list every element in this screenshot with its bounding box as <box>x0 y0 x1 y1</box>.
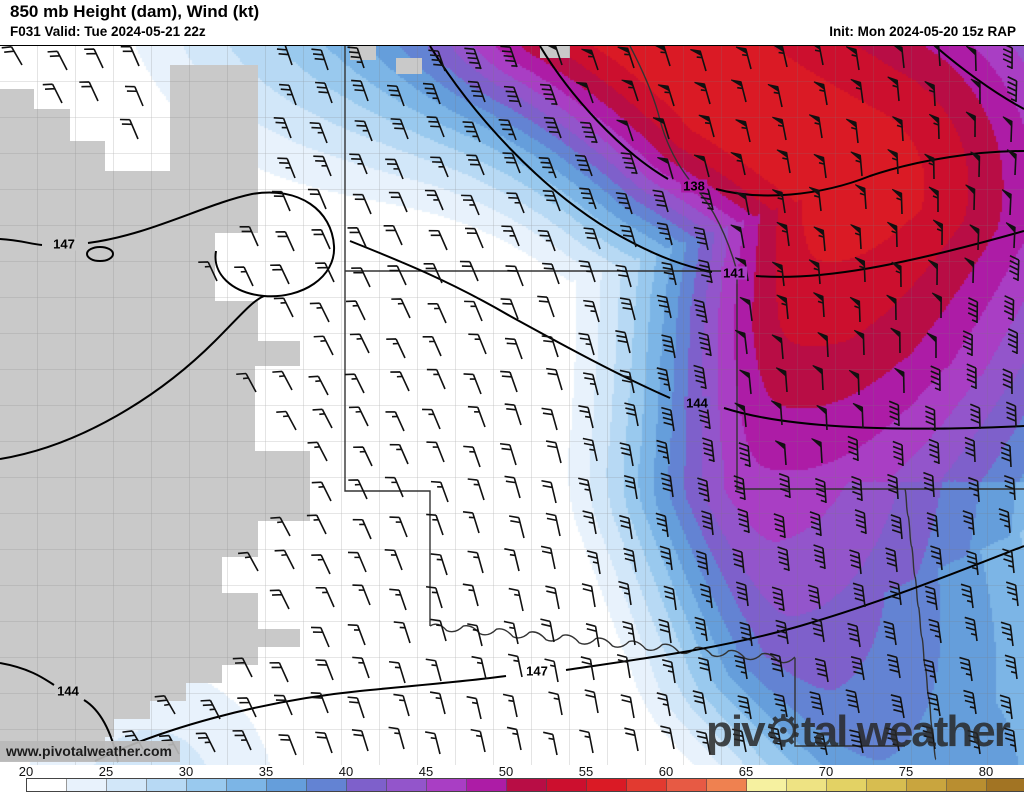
colorbar-segment <box>947 779 987 791</box>
colorbar-segment <box>427 779 467 791</box>
colorbar-tick-label: 60 <box>659 765 673 778</box>
colorbar-segment <box>107 779 147 791</box>
contour-label: 147 <box>51 238 77 251</box>
colorbar-segment <box>667 779 707 791</box>
colorbar-tick-label: 65 <box>739 765 753 778</box>
wind-speed-colorbar: 20 25 30 35 40 45 50 55 60 65 70 75 80 <box>0 765 1024 791</box>
colorbar-segment <box>187 779 227 791</box>
contour-label: 144 <box>684 397 710 410</box>
colorbar-segment <box>827 779 867 791</box>
colorbar-tick-label: 80 <box>979 765 993 778</box>
colorbar-segment <box>347 779 387 791</box>
colorbar-tick-label: 20 <box>19 765 33 778</box>
colorbar-tick-label: 50 <box>499 765 513 778</box>
logo-text: tal <box>801 707 846 756</box>
logo-text: piv <box>706 707 764 756</box>
model-init-time: Init: Mon 2024-05-20 15z RAP <box>829 24 1016 39</box>
colorbar-segment <box>787 779 827 791</box>
colorbar-segment <box>147 779 187 791</box>
colorbar-tick-label: 30 <box>179 765 193 778</box>
colorbar-segment <box>307 779 347 791</box>
colorbar-segment <box>467 779 507 791</box>
colorbar-segment <box>67 779 107 791</box>
contour-label: 144 <box>55 685 81 698</box>
map-title: 850 mb Height (dam), Wind (kt) <box>10 2 259 22</box>
colorbar-segment <box>747 779 787 791</box>
contour-label: 147 <box>524 665 550 678</box>
colorbar-tick-label: 70 <box>819 765 833 778</box>
colorbar-segment <box>867 779 907 791</box>
colorbar-tick-label: 25 <box>99 765 113 778</box>
colorbar-segment <box>707 779 747 791</box>
colorbar-segment <box>987 779 1024 791</box>
colorbar-segment <box>547 779 587 791</box>
colorbar-segment <box>267 779 307 791</box>
weather-map: 147 138 141 144 147 144 www.pivotalweather.co… <box>0 45 1024 765</box>
map-overlay-svg <box>0 46 1024 766</box>
colorbar-tick-label: 45 <box>419 765 433 778</box>
colorbar-gradient <box>26 778 1024 792</box>
gear-icon: ⚙ <box>764 707 801 756</box>
colorbar-segment <box>227 779 267 791</box>
contour-label: 141 <box>721 267 747 280</box>
pivotal-weather-logo: piv⚙tal weather <box>706 708 1024 756</box>
colorbar-segment <box>387 779 427 791</box>
colorbar-segment <box>507 779 547 791</box>
colorbar-tick-label: 75 <box>899 765 913 778</box>
contour-label: 138 <box>681 180 707 193</box>
colorbar-segment <box>627 779 667 791</box>
colorbar-tick-labels: 20 25 30 35 40 45 50 55 60 65 70 75 80 <box>0 765 1024 778</box>
colorbar-tick-label: 55 <box>579 765 593 778</box>
forecast-valid-time: F031 Valid: Tue 2024-05-21 22z <box>10 24 206 39</box>
colorbar-tick-label: 35 <box>259 765 273 778</box>
watermark: www.pivotalweather.com <box>0 741 180 762</box>
colorbar-segment <box>27 779 67 791</box>
colorbar-tick-label: 40 <box>339 765 353 778</box>
colorbar-segment <box>907 779 947 791</box>
colorbar-segment <box>587 779 627 791</box>
header-bar: 850 mb Height (dam), Wind (kt) F031 Vali… <box>0 0 1024 45</box>
logo-text: weather <box>846 707 1009 756</box>
